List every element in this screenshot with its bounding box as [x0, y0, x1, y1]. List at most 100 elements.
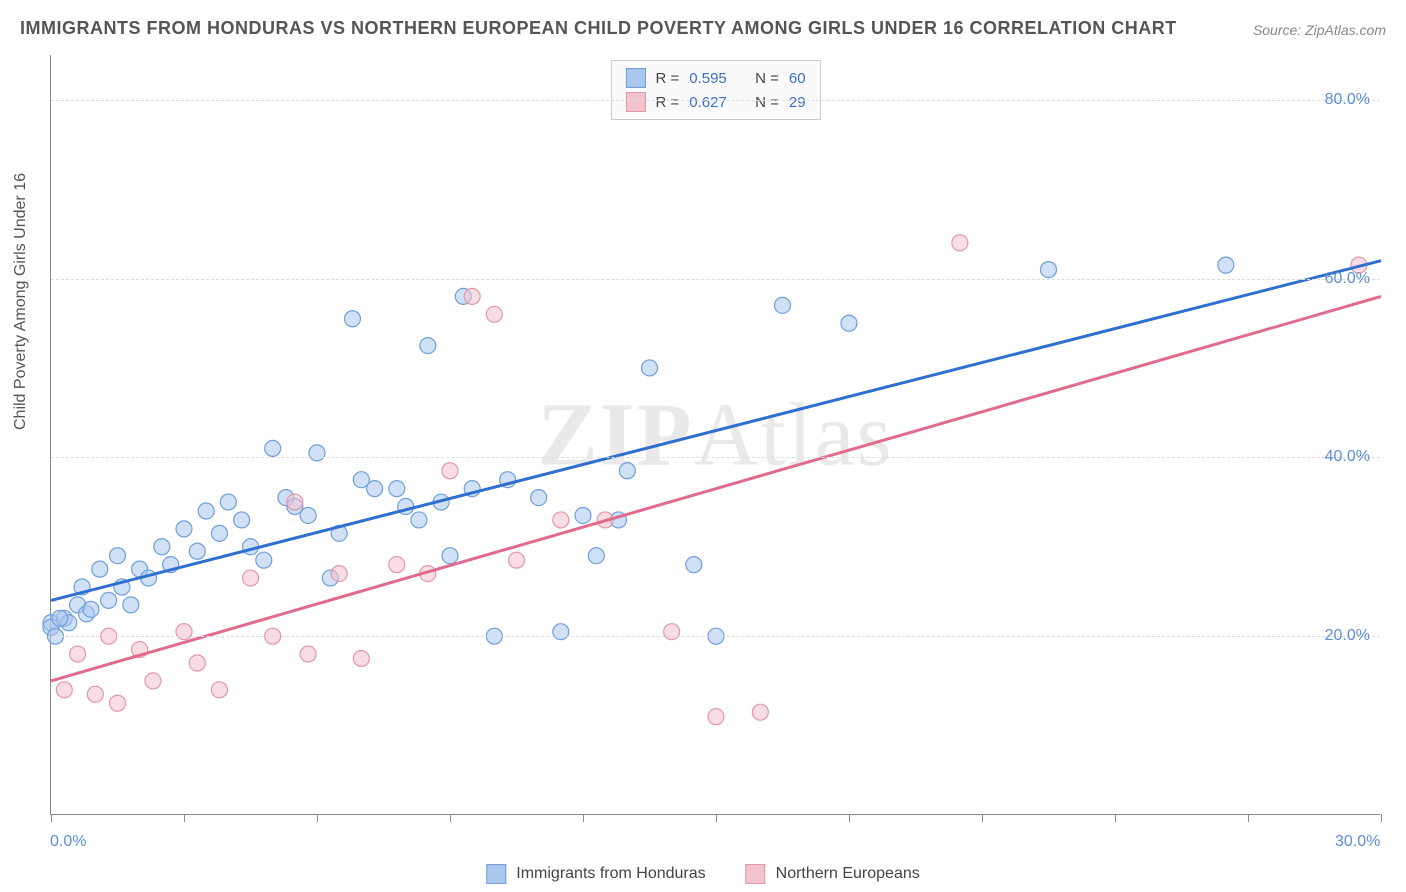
scatter-point — [300, 646, 316, 662]
scatter-point — [265, 440, 281, 456]
scatter-point — [243, 570, 259, 586]
scatter-point — [344, 311, 360, 327]
scatter-point — [1218, 257, 1234, 273]
x-tick — [583, 814, 584, 822]
scatter-point — [176, 521, 192, 537]
scatter-point — [775, 297, 791, 313]
y-tick-label: 40.0% — [1325, 448, 1370, 466]
x-tick — [317, 814, 318, 822]
scatter-point — [154, 539, 170, 555]
x-tick — [1381, 814, 1382, 822]
scatter-point — [110, 548, 126, 564]
r-value-honduras: 0.595 — [689, 70, 727, 87]
scatter-point — [553, 624, 569, 640]
r-label: R = — [655, 70, 679, 87]
legend-label-honduras: Immigrants from Honduras — [516, 865, 705, 883]
y-axis-label: Child Poverty Among Girls Under 16 — [12, 173, 30, 430]
x-tick-label: 30.0% — [1335, 833, 1380, 851]
stats-legend: R = 0.595 N = 60 R = 0.627 N = 29 — [610, 60, 820, 120]
scatter-point — [686, 557, 702, 573]
x-tick — [450, 814, 451, 822]
series-legend: Immigrants from Honduras Northern Europe… — [486, 864, 919, 884]
scatter-point — [198, 503, 214, 519]
stats-row-neuro: R = 0.627 N = 29 — [625, 90, 805, 114]
scatter-point — [189, 543, 205, 559]
n-value-neuro: 29 — [789, 94, 806, 111]
swatch-neuro — [746, 864, 766, 884]
legend-item-honduras: Immigrants from Honduras — [486, 864, 705, 884]
scatter-point — [575, 507, 591, 523]
scatter-point — [952, 235, 968, 251]
x-tick-label: 0.0% — [50, 833, 86, 851]
x-tick — [1115, 814, 1116, 822]
scatter-point — [486, 306, 502, 322]
scatter-point — [531, 490, 547, 506]
scatter-point — [300, 507, 316, 523]
legend-label-neuro: Northern Europeans — [776, 865, 920, 883]
scatter-point — [664, 624, 680, 640]
scatter-point — [553, 512, 569, 528]
scatter-point — [442, 463, 458, 479]
x-tick — [184, 814, 185, 822]
scatter-point — [442, 548, 458, 564]
scatter-point — [309, 445, 325, 461]
x-tick — [849, 814, 850, 822]
n-value-honduras: 60 — [789, 70, 806, 87]
scatter-point — [256, 552, 272, 568]
scatter-point — [123, 597, 139, 613]
y-tick-label: 60.0% — [1325, 270, 1370, 288]
scatter-point — [331, 566, 347, 582]
x-tick — [1248, 814, 1249, 822]
scatter-point — [176, 624, 192, 640]
scatter-point — [619, 463, 635, 479]
swatch-honduras — [625, 68, 645, 88]
scatter-point — [52, 610, 68, 626]
scatter-point — [83, 601, 99, 617]
x-tick — [716, 814, 717, 822]
scatter-point — [189, 655, 205, 671]
scatter-point — [353, 651, 369, 667]
scatter-point — [145, 673, 161, 689]
scatter-point — [101, 592, 117, 608]
scatter-point — [389, 557, 405, 573]
r-value-neuro: 0.627 — [689, 94, 727, 111]
n-label: N = — [755, 94, 779, 111]
swatch-neuro — [625, 92, 645, 112]
n-label: N = — [755, 70, 779, 87]
plot-area: ZIPAtlas R = 0.595 N = 60 R = 0.627 N = … — [50, 55, 1380, 815]
regression-line — [51, 261, 1381, 601]
scatter-point — [389, 481, 405, 497]
scatter-point — [220, 494, 236, 510]
stats-row-honduras: R = 0.595 N = 60 — [625, 66, 805, 90]
scatter-point — [588, 548, 604, 564]
scatter-point — [1041, 262, 1057, 278]
scatter-point — [211, 525, 227, 541]
scatter-point — [752, 704, 768, 720]
y-tick-label: 80.0% — [1325, 91, 1370, 109]
scatter-point — [56, 682, 72, 698]
swatch-honduras — [486, 864, 506, 884]
scatter-point — [70, 646, 86, 662]
regression-line — [51, 296, 1381, 680]
legend-item-neuro: Northern Europeans — [746, 864, 920, 884]
scatter-point — [211, 682, 227, 698]
scatter-point — [420, 338, 436, 354]
gridline — [51, 636, 1380, 637]
scatter-point — [708, 709, 724, 725]
scatter-point — [642, 360, 658, 376]
y-tick-label: 20.0% — [1325, 627, 1370, 645]
scatter-point — [367, 481, 383, 497]
chart-title: IMMIGRANTS FROM HONDURAS VS NORTHERN EUR… — [20, 18, 1177, 39]
chart-svg — [51, 55, 1380, 814]
scatter-point — [87, 686, 103, 702]
scatter-point — [234, 512, 250, 528]
scatter-point — [287, 494, 303, 510]
scatter-point — [841, 315, 857, 331]
source-citation: Source: ZipAtlas.com — [1253, 22, 1386, 38]
x-tick — [51, 814, 52, 822]
gridline — [51, 279, 1380, 280]
scatter-point — [509, 552, 525, 568]
scatter-point — [464, 288, 480, 304]
gridline — [51, 100, 1380, 101]
scatter-point — [411, 512, 427, 528]
